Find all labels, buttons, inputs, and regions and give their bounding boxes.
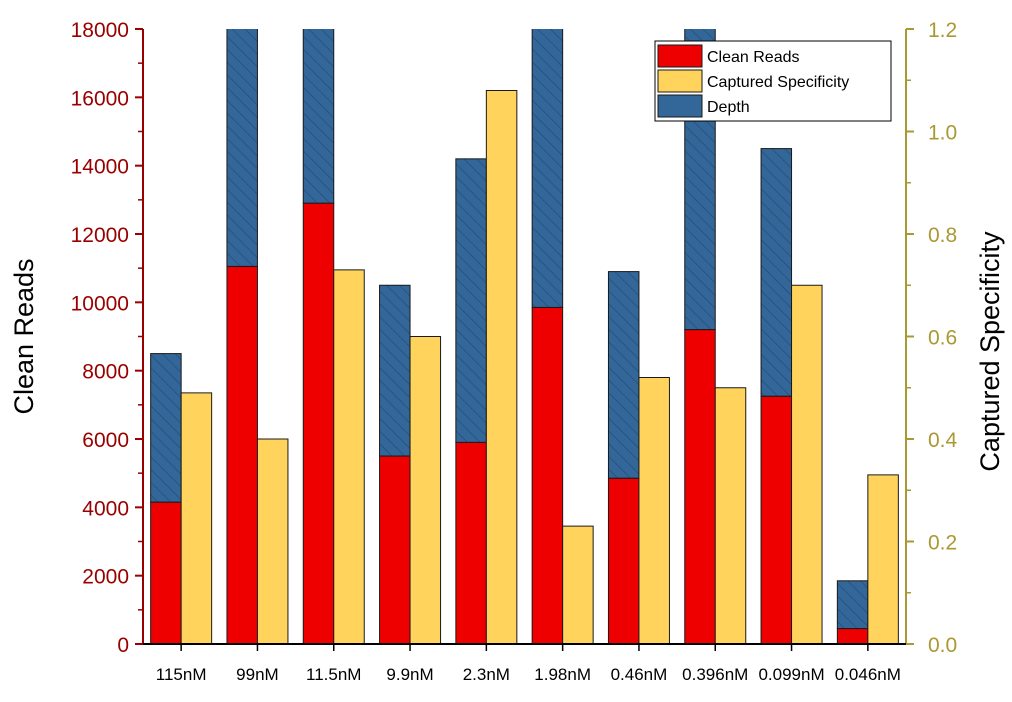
right-tick-label: 0.4 xyxy=(928,429,958,452)
left-tick-label: 6000 xyxy=(82,429,129,452)
clean-reads-bar-7 xyxy=(684,329,716,644)
left-tick-label: 12000 xyxy=(71,224,129,247)
right-tick-label: 0.2 xyxy=(928,532,957,555)
left-tick-label: 16000 xyxy=(71,87,129,110)
y-axis-title: Clean Reads xyxy=(9,258,39,414)
legend-swatch-2 xyxy=(657,94,703,118)
left-tick-label: 10000 xyxy=(71,292,129,315)
left-axis: 0 2000 4000 6000 8000 10000 12000 14000 16000 180… xyxy=(71,19,144,657)
x-tick-label: 115nM xyxy=(156,665,207,684)
x-tick-label: 0.46nM xyxy=(611,665,668,684)
depth-bar-5 xyxy=(531,29,564,308)
left-tick-label: 14000 xyxy=(71,156,129,179)
bars xyxy=(150,29,899,644)
depth-bar-0 xyxy=(150,353,182,503)
captured-specificity-bar-9 xyxy=(867,474,899,644)
right-tick-label: 1.2 xyxy=(928,19,957,42)
captured-specificity-bar-2 xyxy=(333,269,365,644)
depth-bar-9 xyxy=(836,580,869,630)
x-tick-label: 1.98nM xyxy=(534,665,591,684)
legend-label-1: Captured Specificity xyxy=(707,74,849,91)
depth-bar-2 xyxy=(302,29,335,204)
left-tick-label: 8000 xyxy=(82,361,129,384)
clean-reads-bar-0 xyxy=(150,501,182,644)
clean-reads-bar-3 xyxy=(379,455,411,644)
depth-bar-6 xyxy=(607,271,640,479)
clean-reads-bar-4 xyxy=(455,441,487,644)
captured-specificity-bar-8 xyxy=(791,284,823,644)
captured-specificity-bar-7 xyxy=(714,387,747,644)
x-tick-label: 11.5nM xyxy=(306,665,361,684)
captured-specificity-bar-5 xyxy=(562,525,594,644)
x-tick-label: 0.099nM xyxy=(758,665,824,684)
captured-specificity-bar-3 xyxy=(409,336,442,644)
captured-specificity-bar-4 xyxy=(485,90,518,644)
x-tick-label: 9.9nM xyxy=(386,665,433,684)
captured-specificity-bar-6 xyxy=(638,377,670,644)
x-tick-label: 0.046nM xyxy=(835,665,901,684)
legend-swatch-0 xyxy=(657,44,703,68)
clean-reads-bar-9 xyxy=(836,628,869,644)
clean-reads-bar-6 xyxy=(607,477,640,644)
right-tick-label: 0.8 xyxy=(928,224,957,247)
x-axis: 115nM 99nM 11.5nM 9.9nM 2.3nM 1.98nM 0.46nM 0.3… xyxy=(143,643,906,684)
captured-specificity-bar-1 xyxy=(256,438,289,644)
left-tick-label: 4000 xyxy=(82,497,129,520)
y2-axis-title: Captured Specificity xyxy=(975,231,1005,472)
x-tick-label: 2.3nM xyxy=(463,665,510,684)
clean-reads-bar-1 xyxy=(226,265,258,644)
left-tick-label: 18000 xyxy=(71,19,129,42)
right-tick-label: 1.0 xyxy=(928,122,957,145)
depth-bar-4 xyxy=(455,158,487,443)
x-tick-label: 0.396nM xyxy=(682,665,748,684)
x-tick-label: 99nM xyxy=(236,665,279,684)
depth-bar-3 xyxy=(379,284,411,457)
legend-label-0: Clean Reads xyxy=(707,49,800,66)
depth-bar-8 xyxy=(760,148,793,397)
left-tick-label: 0 xyxy=(117,634,129,657)
clean-reads-bar-5 xyxy=(531,306,564,644)
legend: Clean Reads Captured Specificity Depth xyxy=(654,40,892,122)
captured-specificity-bar-0 xyxy=(180,392,213,644)
right-tick-label: 0.0 xyxy=(928,634,957,657)
clean-reads-bar-8 xyxy=(760,395,793,644)
right-tick-label: 0.6 xyxy=(928,327,957,350)
legend-label-2: Depth xyxy=(707,99,750,116)
left-tick-label: 2000 xyxy=(82,566,129,589)
clean-reads-bar-2 xyxy=(302,202,335,644)
legend-swatch-1 xyxy=(657,69,703,93)
depth-bar-1 xyxy=(226,29,258,267)
plot-area xyxy=(150,29,899,644)
right-axis: 0.0 0.2 0.4 0.6 0.8 1.0 1.2 xyxy=(905,19,958,657)
